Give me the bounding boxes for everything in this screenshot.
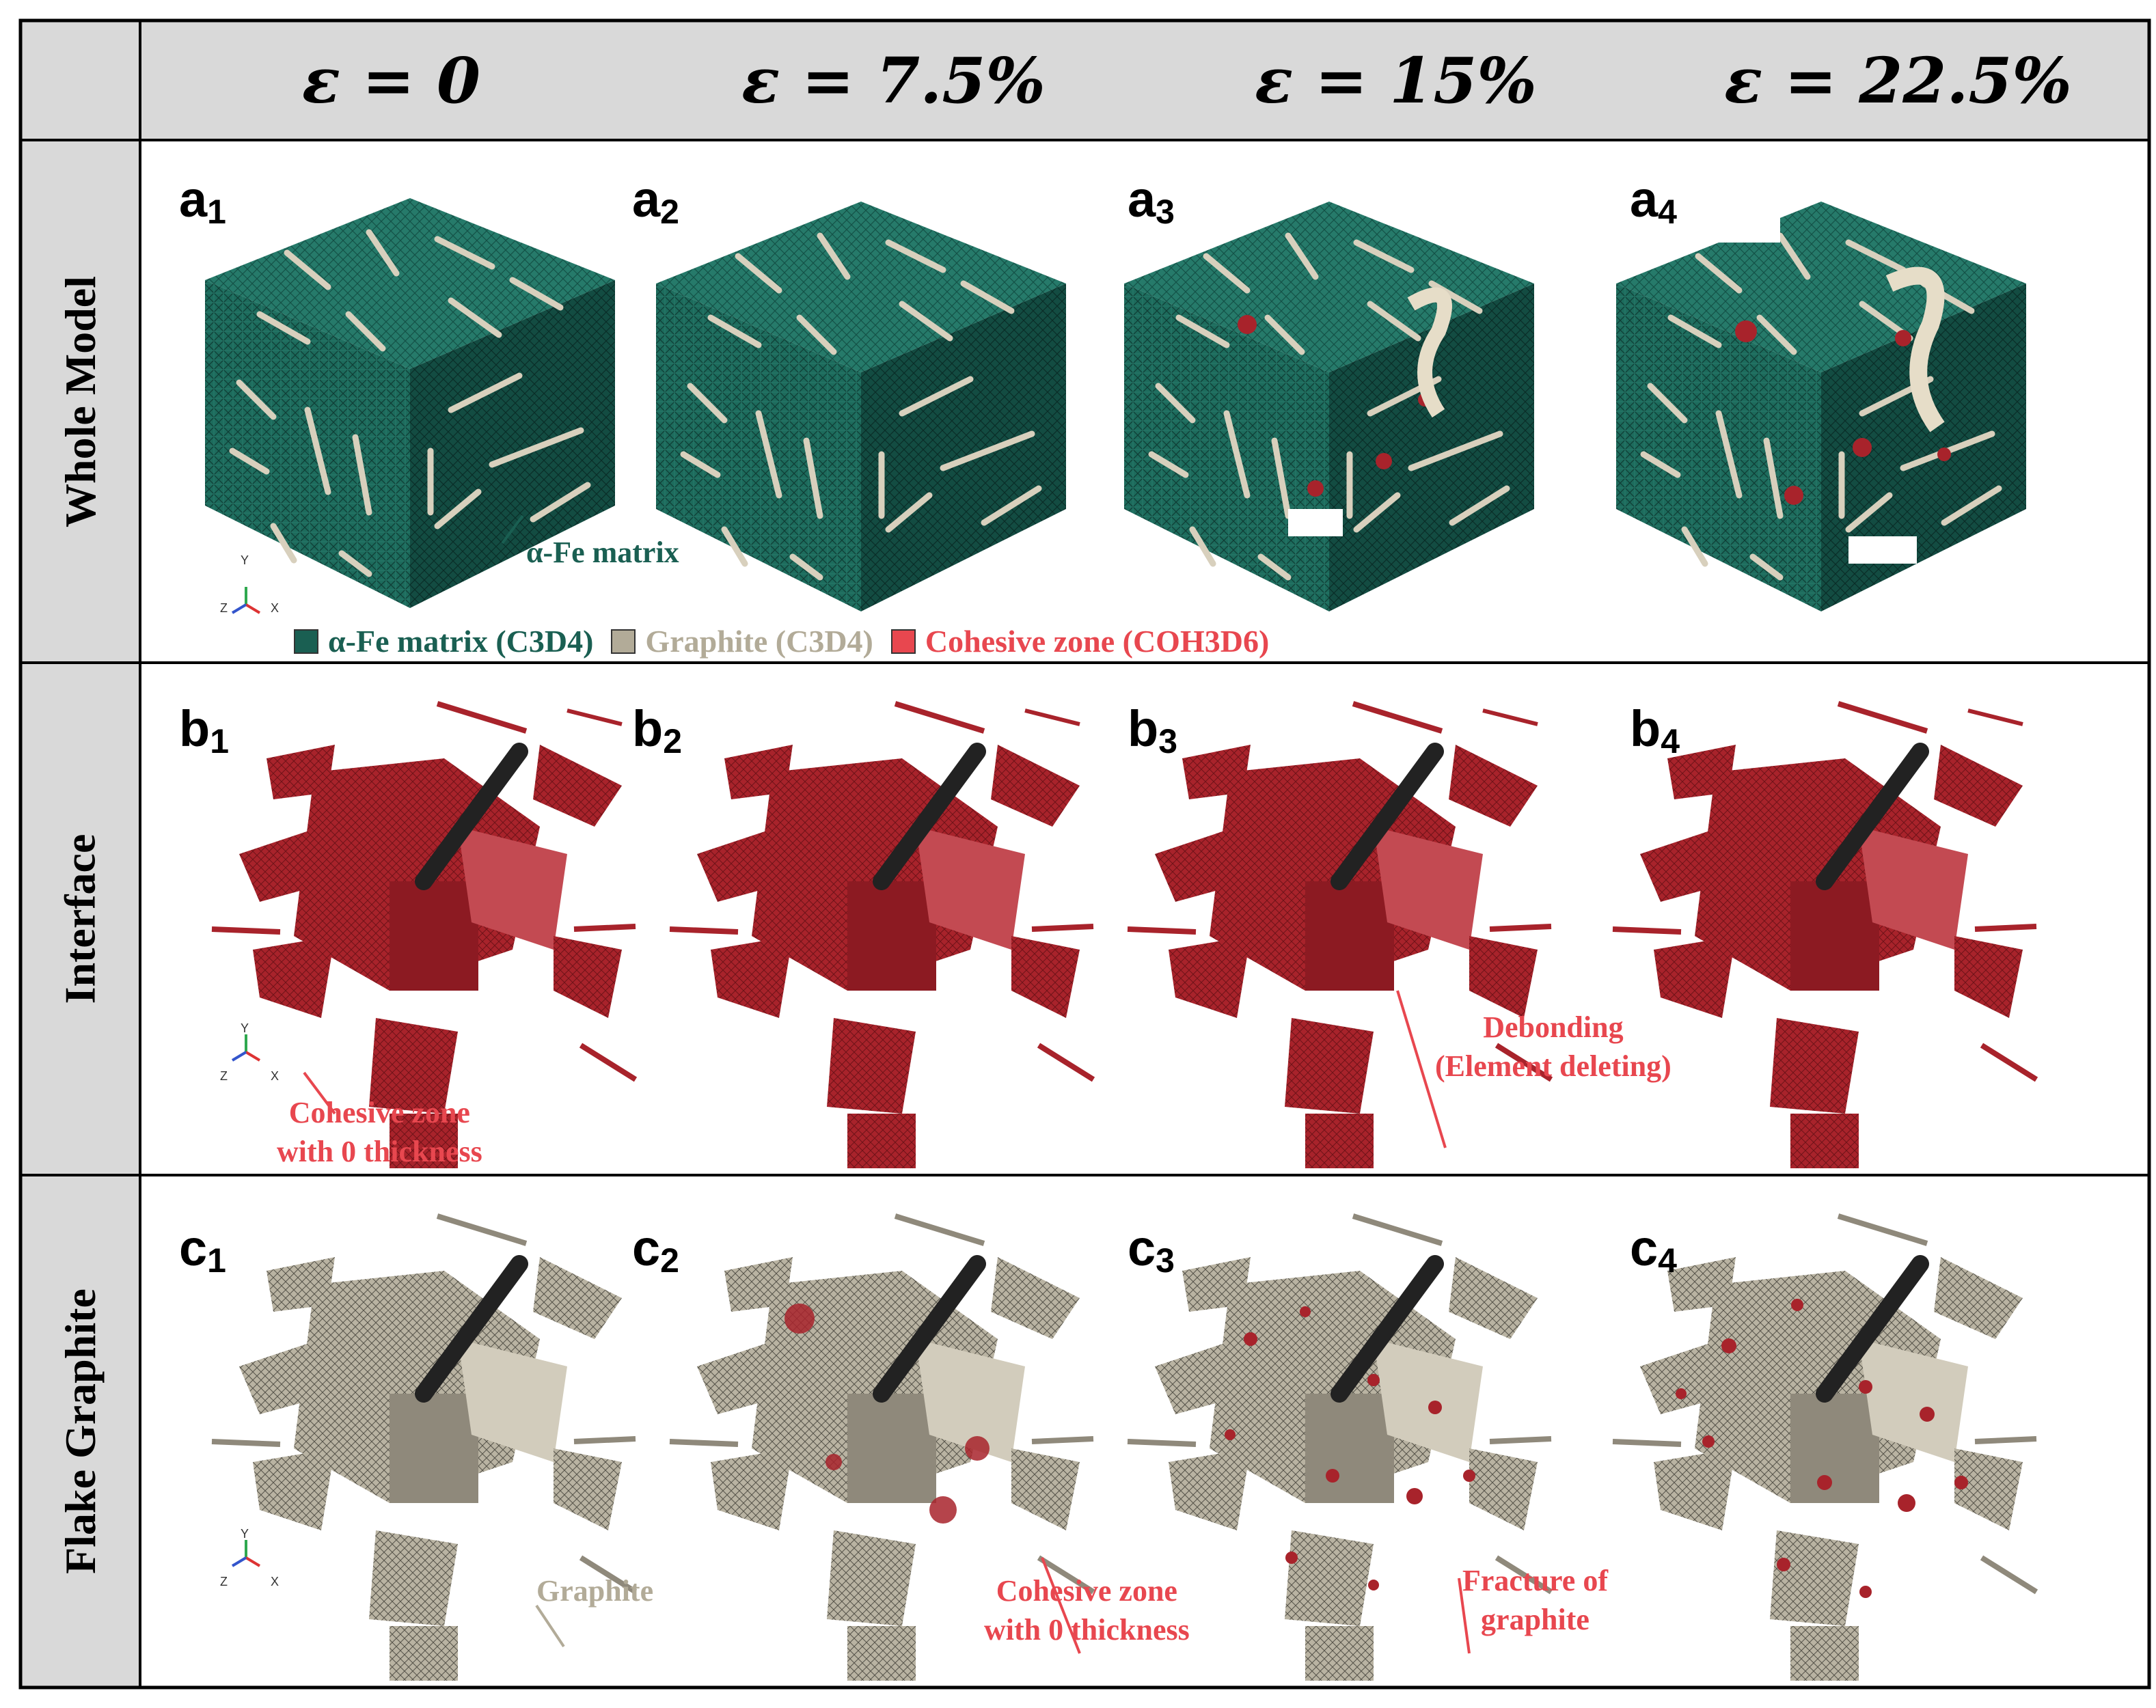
header-row-bg — [21, 20, 2149, 140]
annotation-cohesive-zone: Cohesive zone with 0 thickness — [277, 1096, 482, 1169]
annotation-matrix: α-Fe matrix — [526, 536, 679, 569]
panel-label-c2: c2 — [632, 1220, 679, 1280]
legend-swatch-graphite — [611, 629, 636, 654]
panel-label-b2: b2 — [632, 700, 683, 760]
matrix-pointer — [501, 514, 524, 545]
label-column-bg — [21, 20, 140, 1688]
legend-swatch-matrix — [294, 629, 318, 654]
debonding-pointer — [1396, 990, 1447, 1148]
annotation-cohesive-zone-c2: Cohesive zone with 0 thickness — [984, 1574, 1190, 1647]
legend-item-matrix: α-Fe matrix (C3D4) — [294, 623, 593, 659]
row-b-graphics — [140, 663, 2149, 1175]
panel-label-a2: a2 — [632, 171, 679, 231]
panel-label-a3: a3 — [1128, 171, 1175, 231]
panel-label-b4: b4 — [1630, 700, 1680, 760]
triad-y-label-c: Y — [241, 1527, 249, 1541]
cube-model-strain-15 — [1124, 202, 1534, 611]
interface-strain-15 — [1128, 704, 1551, 1168]
triad-y-label-a: Y — [241, 553, 249, 567]
triad-x-label-c: X — [271, 1575, 279, 1588]
column-header-strain-22-5: ε = 22.5% — [1724, 43, 2072, 118]
graphite-pointer — [535, 1604, 565, 1648]
interface-strain-7-5 — [670, 704, 1093, 1168]
triad-x-label-a: X — [271, 601, 279, 615]
row-a-graphics — [140, 140, 2149, 663]
panel-label-c4: c4 — [1630, 1220, 1677, 1280]
fracture-pointer — [1458, 1578, 1471, 1654]
graphite-strain-7-5 — [670, 1216, 1093, 1681]
annotation-fracture: Fracture of graphite — [1462, 1564, 1608, 1637]
panel-label-a1: a1 — [179, 171, 226, 231]
legend-item-graphite: Graphite (C3D4) — [611, 623, 873, 659]
interface-strain-22-5 — [1613, 704, 2036, 1168]
panel-label-b3: b3 — [1128, 700, 1178, 760]
graphite-strain-22-5 — [1613, 1216, 2036, 1681]
panel-label-c3: c3 — [1128, 1220, 1175, 1280]
triad-z-label-b: Z — [220, 1069, 228, 1083]
column-header-strain-7-5: ε = 7.5% — [741, 43, 1046, 118]
annotation-debonding: Debonding (Element deleting) — [1435, 1010, 1671, 1084]
legend-item-cohesive: Cohesive zone (COH3D6) — [890, 623, 1269, 659]
panel-label-c1: c1 — [179, 1220, 226, 1280]
triad-z-label-a: Z — [220, 601, 228, 615]
row-label-interface: Interface — [55, 834, 105, 1004]
material-legend: α-Fe matrix (C3D4) Graphite (C3D4) Cohes… — [294, 623, 1287, 659]
column-header-strain-15: ε = 15% — [1255, 43, 1537, 118]
row-label-flake-graphite: Flake Graphite — [55, 1289, 105, 1574]
annotation-graphite: Graphite — [536, 1574, 654, 1608]
cohesive-zone-pointer — [303, 1071, 336, 1115]
graphite-strain-0 — [212, 1216, 636, 1681]
cohesive-zone-c2-pointer — [1041, 1557, 1081, 1654]
cube-model-strain-22-5 — [1616, 202, 2026, 611]
column-header-strain-0: ε = 0 — [301, 43, 481, 118]
triad-x-label-b: X — [271, 1069, 279, 1083]
triad-y-label-b: Y — [241, 1021, 249, 1035]
graphite-strain-15 — [1128, 1216, 1551, 1681]
panel-label-b1: b1 — [179, 700, 230, 760]
legend-swatch-cohesive — [890, 629, 916, 654]
row-c-graphics — [140, 1175, 2149, 1688]
panel-label-a4: a4 — [1630, 171, 1677, 231]
row-label-whole-model: Whole Model — [55, 275, 105, 527]
triad-z-label-c: Z — [220, 1575, 228, 1588]
cube-model-strain-7-5 — [656, 202, 1066, 611]
